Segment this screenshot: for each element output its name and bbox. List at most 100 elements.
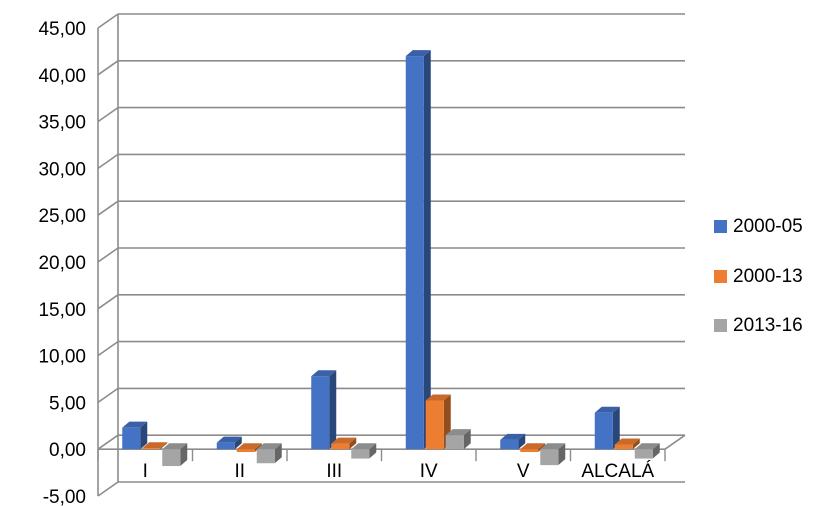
bar-side <box>349 437 357 450</box>
y-tick-label: -5,00 <box>43 487 86 506</box>
bar-front <box>500 439 519 450</box>
bar <box>425 394 451 450</box>
bar-front <box>425 400 444 450</box>
bar-top <box>614 438 640 445</box>
bar <box>311 370 337 450</box>
bar <box>142 442 168 450</box>
bar-side <box>538 443 546 453</box>
bar <box>405 50 431 450</box>
legend-swatch <box>714 270 727 283</box>
bar-top <box>405 50 431 57</box>
bar <box>256 443 282 464</box>
gridline-side <box>97 340 119 357</box>
bar-side <box>632 438 640 450</box>
bar-front <box>351 449 370 459</box>
x-category-label: IV <box>420 461 438 482</box>
gridlines <box>97 13 685 497</box>
bar <box>500 433 526 450</box>
bar-top <box>445 429 471 436</box>
bar-top <box>425 394 451 401</box>
x-category-label: V <box>517 461 530 482</box>
gridline-side <box>97 153 119 170</box>
bar-front <box>614 444 633 450</box>
bar-front <box>594 412 613 450</box>
bar-side <box>463 429 471 450</box>
bar <box>594 406 620 450</box>
bar-side <box>274 443 282 464</box>
bar-front <box>311 376 330 450</box>
bar-front <box>405 56 424 450</box>
bar-side <box>180 443 188 467</box>
bar <box>236 443 262 453</box>
y-axis-tick-labels: -5,00 0,00 5,00 10,00 15,00 20,00 25,00 30,00 35… <box>38 19 86 506</box>
bar-top <box>142 442 168 449</box>
bar <box>614 438 640 450</box>
bar-top <box>540 443 566 450</box>
y-tick-label: 10,00 <box>38 347 86 368</box>
bar-side <box>652 443 660 459</box>
y-tick-label: 5,00 <box>49 393 86 414</box>
bars <box>122 50 660 467</box>
bar-side <box>423 50 431 450</box>
bar-front <box>122 427 141 450</box>
bar-top <box>331 437 357 444</box>
legend-label: 2000-05 <box>733 216 803 237</box>
bar-side <box>612 406 620 450</box>
x-axis-category-labels: I II III IV V ALCALÁ <box>143 461 655 482</box>
bar-front <box>216 442 235 450</box>
bar-front <box>256 449 275 464</box>
bar-side <box>140 421 148 450</box>
bar <box>216 436 242 450</box>
gridline-side <box>97 13 119 29</box>
bar <box>122 421 148 450</box>
bar <box>445 429 471 450</box>
bar-side <box>234 436 242 450</box>
bar-front <box>162 449 181 467</box>
bar-front <box>142 448 161 450</box>
bar-front <box>236 449 255 453</box>
y-tick-label: 45,00 <box>38 19 86 40</box>
bar-front <box>331 443 350 450</box>
bar-top <box>594 406 620 413</box>
y-tick-label: 15,00 <box>38 300 86 321</box>
gridline-side <box>97 60 119 76</box>
bar-front <box>634 449 653 459</box>
y-tick-label: 25,00 <box>38 206 86 227</box>
x-category-label: I <box>143 461 148 482</box>
bar-front <box>540 449 559 466</box>
legend-label: 2013-16 <box>733 315 803 336</box>
bar-top <box>216 436 242 443</box>
legend-label: 2000-13 <box>733 266 803 287</box>
bar-side <box>329 370 337 450</box>
bar-top <box>256 443 282 450</box>
bar-top <box>520 443 546 450</box>
y-tick-label: 35,00 <box>38 113 86 134</box>
bar <box>634 443 660 459</box>
bar-top <box>236 443 262 450</box>
gridline-side <box>97 387 119 404</box>
bar-side <box>558 443 566 466</box>
bar-side <box>369 443 377 459</box>
x-category-label: III <box>326 461 342 482</box>
x-axis-depth-edge <box>664 434 686 450</box>
bar <box>351 443 377 459</box>
legend: 2000-05 2000-13 2013-16 <box>714 216 803 336</box>
axes <box>97 14 686 496</box>
x-category-label: ALCALÁ <box>581 461 654 482</box>
bar <box>331 437 357 450</box>
gridline-side <box>97 200 119 216</box>
y-tick-label: 0,00 <box>49 440 86 461</box>
legend-swatch <box>714 220 727 233</box>
gridline-side <box>97 434 119 450</box>
bar-top <box>351 443 377 450</box>
bar-top <box>162 443 188 450</box>
gridline-side <box>97 106 119 123</box>
bar-top <box>500 433 526 440</box>
y-tick-label: 40,00 <box>38 66 86 87</box>
bar-top <box>122 421 148 428</box>
y-tick-label: 30,00 <box>38 159 86 180</box>
y-tick-label: 20,00 <box>38 253 86 274</box>
gridline-side <box>97 247 119 263</box>
bar <box>540 443 566 466</box>
